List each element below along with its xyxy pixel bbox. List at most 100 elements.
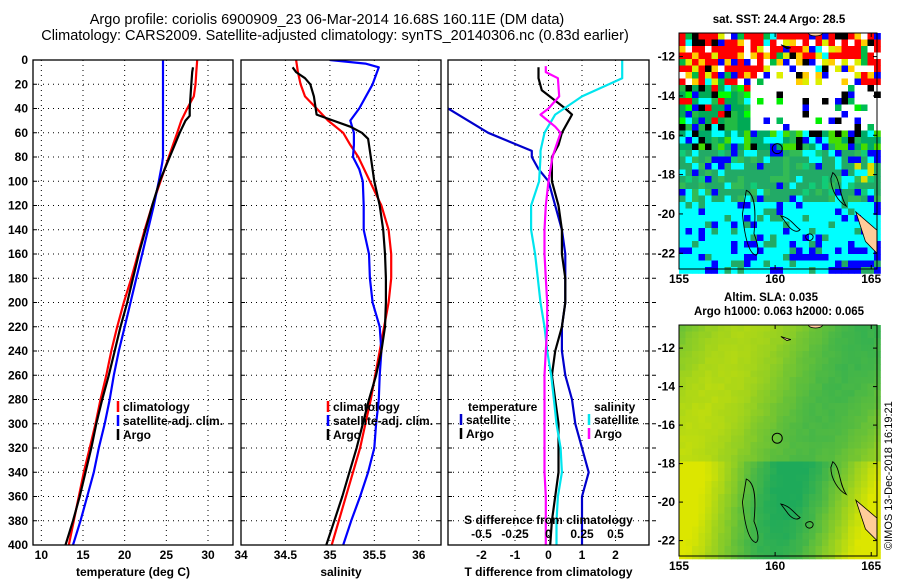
map-cell (815, 377, 823, 384)
map-cell (809, 163, 816, 170)
map-cell (815, 455, 823, 462)
map-cell (711, 455, 719, 462)
y-tick-label: 200 (8, 296, 28, 310)
map-cell (770, 331, 777, 339)
map-cell (802, 98, 810, 105)
map-cell (685, 111, 693, 118)
map-cell (809, 247, 816, 255)
map-cell (815, 247, 823, 255)
map-cell (828, 546, 836, 553)
map-cell (698, 117, 706, 125)
map-cell (854, 448, 862, 456)
map-cell (737, 247, 745, 255)
map-cell (841, 422, 849, 430)
map-cell (867, 130, 875, 138)
map-cell (841, 46, 849, 53)
map-cell (867, 344, 875, 352)
map-cell (718, 416, 725, 423)
map-cell (848, 390, 855, 397)
map-cell (724, 247, 732, 255)
map-cell (685, 78, 693, 86)
map-cell (789, 396, 797, 404)
map-cell (718, 169, 725, 177)
map-cell (711, 390, 719, 397)
map-cell (724, 156, 732, 164)
map-cell (757, 202, 764, 209)
map-cell (698, 325, 706, 332)
map-cell (848, 124, 855, 131)
map-cell (685, 202, 693, 209)
map-cell (815, 364, 823, 371)
map-cell (679, 78, 686, 86)
map-cell (750, 169, 758, 177)
map-cell (737, 546, 745, 553)
map-cell (698, 130, 706, 138)
map-cell (685, 156, 693, 164)
map-cell (822, 468, 829, 475)
map-cell (763, 474, 771, 482)
map-cell (750, 254, 758, 261)
map-cell (796, 526, 803, 534)
map-cell (835, 442, 842, 449)
map-cell (835, 78, 842, 86)
map-cell (685, 176, 693, 183)
map-cell (828, 390, 836, 397)
map-cell (698, 52, 706, 60)
map-cell (867, 546, 875, 553)
map-cell (698, 383, 706, 391)
map-cell (750, 390, 758, 397)
series-line-argo (291, 66, 387, 545)
map-cell (854, 481, 862, 488)
y-tick-label: 0 (21, 53, 28, 67)
map-cell (737, 474, 745, 482)
map-cell (796, 364, 803, 371)
map-cell (744, 202, 751, 209)
map-cell (718, 338, 725, 345)
map-cell (685, 65, 693, 73)
map-cell (789, 520, 797, 527)
map-cell (828, 260, 836, 268)
map-cell (783, 520, 790, 527)
map-cell (809, 455, 816, 462)
map-cell (867, 85, 875, 92)
map-cell (750, 507, 758, 514)
map-cell (705, 331, 712, 339)
map-cell (802, 468, 810, 475)
land-new-caledonia (855, 498, 877, 542)
map-cell (718, 474, 725, 482)
map-cell (705, 370, 712, 378)
map-cell (711, 448, 719, 456)
map-cell (711, 325, 719, 332)
map-cell (776, 383, 784, 391)
map-cell (692, 247, 699, 255)
map-cell (737, 494, 745, 501)
map-cell (757, 507, 764, 514)
map-cell (737, 137, 745, 144)
map-cell (718, 182, 725, 190)
map-cell (802, 241, 810, 248)
map-cell (770, 208, 777, 216)
map-cell (796, 150, 803, 157)
y-tick-label: 340 (8, 465, 28, 479)
map-cell (848, 487, 855, 495)
map-cell (809, 468, 816, 475)
map-cell (724, 91, 732, 99)
map-cell (809, 52, 816, 60)
y-tick-label: 300 (8, 417, 28, 431)
map-cell (822, 461, 829, 469)
map-cell (867, 429, 875, 436)
map-cell (711, 117, 719, 125)
map-cell (841, 124, 849, 131)
map-cell (744, 429, 751, 436)
map-cell (705, 59, 712, 66)
map-cell (776, 357, 784, 365)
map-cell (861, 455, 868, 462)
legend-label: satellite (594, 413, 639, 427)
map-cell (763, 390, 771, 397)
map-cell (828, 65, 836, 73)
map-raster (679, 325, 881, 560)
map-cell (737, 377, 745, 384)
map-cell (848, 59, 855, 66)
map-cell (809, 325, 816, 332)
map-cell (867, 474, 875, 482)
